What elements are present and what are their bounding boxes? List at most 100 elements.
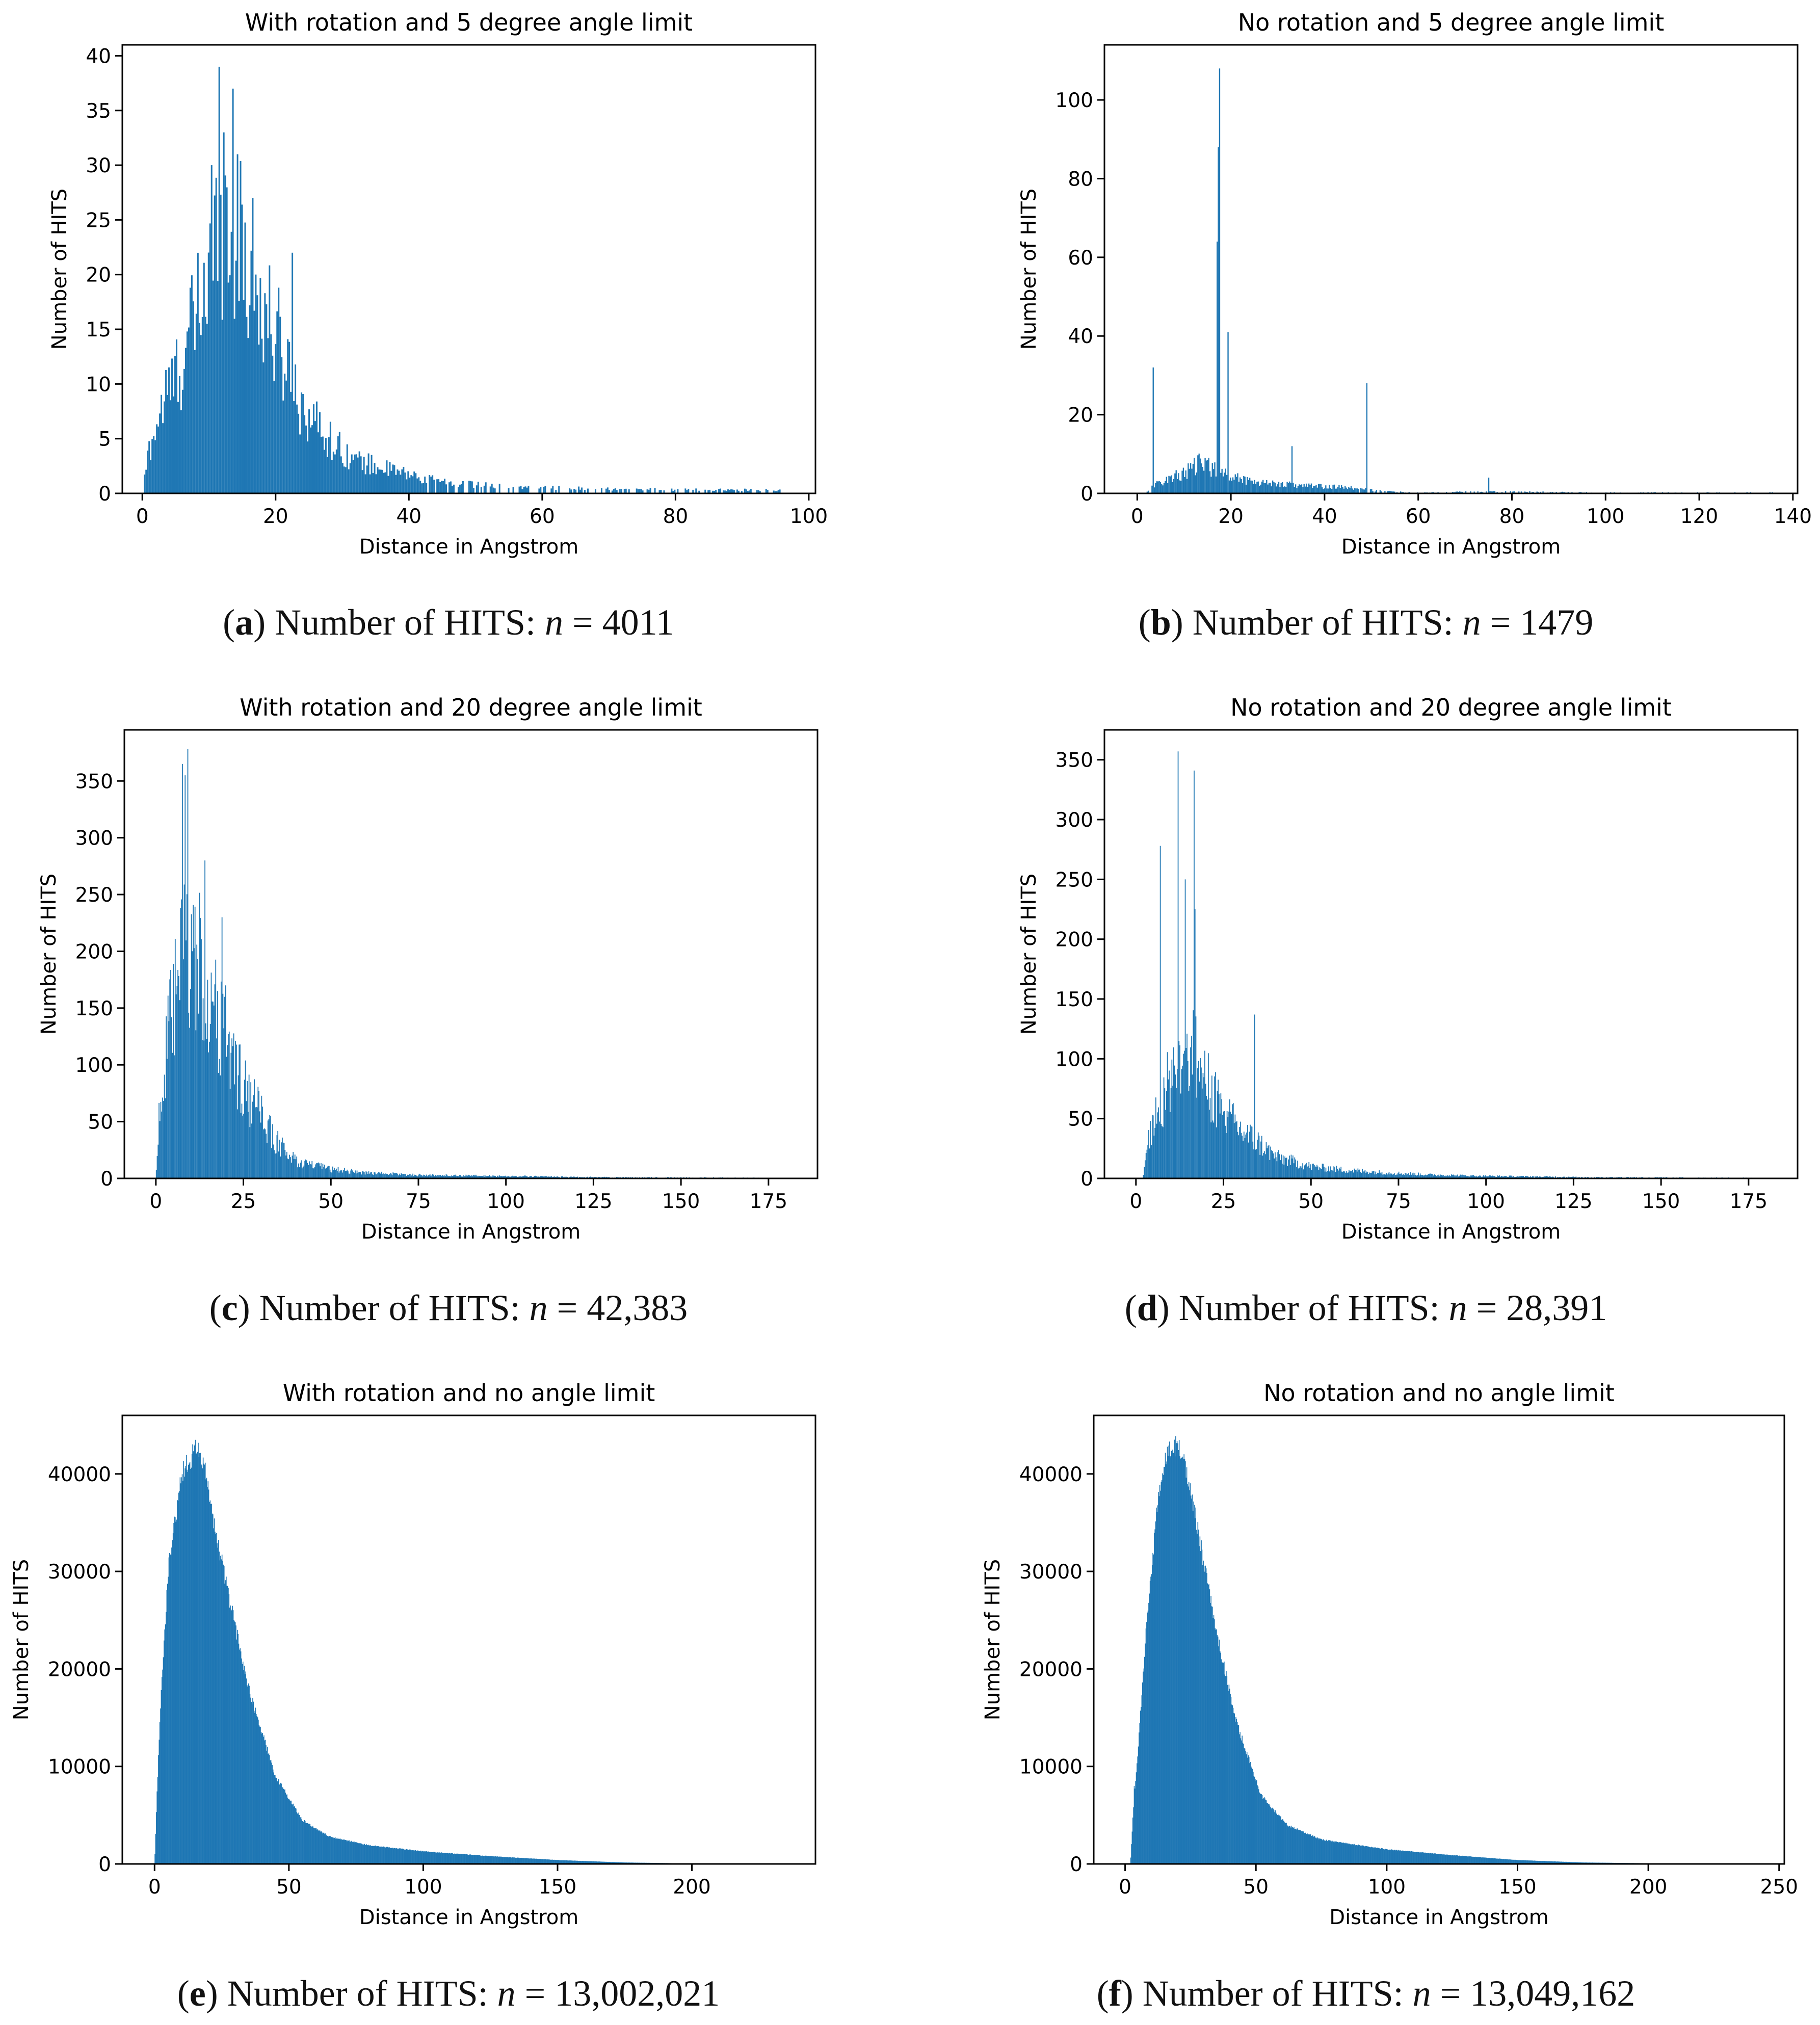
histogram-bar xyxy=(1155,1097,1156,1178)
histogram-bar xyxy=(1507,1176,1508,1178)
histogram-bar xyxy=(1325,1167,1327,1178)
histogram-bar xyxy=(1497,1858,1498,1864)
histogram-bar xyxy=(1420,1852,1422,1864)
histogram-bar xyxy=(1272,1151,1273,1178)
histogram-bar xyxy=(483,1856,484,1864)
histogram-bar xyxy=(178,1492,179,1864)
histogram-bar xyxy=(352,1170,353,1178)
histogram-bar xyxy=(1394,491,1395,493)
histogram-bar xyxy=(376,1846,377,1864)
histogram-bar xyxy=(505,1175,506,1178)
histogram-bar xyxy=(590,1861,592,1864)
histogram-bar xyxy=(498,484,500,493)
histogram-bar xyxy=(352,1842,353,1864)
histogram-bar xyxy=(568,1860,569,1864)
histogram-bar xyxy=(1168,1079,1169,1178)
histogram-bar xyxy=(1418,1852,1419,1864)
histogram-bar xyxy=(598,1861,600,1864)
histogram-bar xyxy=(502,1176,504,1178)
histogram-bar xyxy=(478,1175,479,1178)
histogram-bar xyxy=(1188,1482,1190,1864)
histogram-bar xyxy=(249,1686,250,1864)
histogram-bar xyxy=(541,1176,542,1178)
histogram-bar xyxy=(1291,1827,1293,1864)
histogram-bar xyxy=(538,488,540,493)
histogram-bar xyxy=(471,481,473,493)
histogram-bar xyxy=(1481,1857,1482,1864)
histogram-bar xyxy=(274,1775,275,1864)
histogram-bar xyxy=(438,479,440,493)
histogram-bar xyxy=(431,1175,433,1178)
histogram-bar xyxy=(1163,1077,1165,1178)
histogram-bar xyxy=(154,1854,155,1864)
histogram-bar xyxy=(1267,1803,1269,1864)
bars xyxy=(1130,1436,1753,1864)
histogram-bar xyxy=(175,1521,176,1864)
histogram-bar xyxy=(1431,1853,1432,1864)
histogram-bar xyxy=(562,1860,563,1864)
histogram-bar xyxy=(160,1708,161,1864)
histogram-bar xyxy=(292,1804,293,1864)
histogram-bar xyxy=(1224,1111,1225,1178)
histogram-bar xyxy=(302,1167,304,1178)
histogram-bar xyxy=(287,339,289,493)
histogram-bar xyxy=(555,490,557,493)
histogram-bar xyxy=(493,1175,494,1178)
histogram-bar xyxy=(604,1176,605,1178)
histogram-bar xyxy=(292,252,294,493)
histogram-bar xyxy=(441,1852,442,1864)
histogram-bar xyxy=(220,1075,221,1178)
histogram-bar xyxy=(1312,1835,1313,1864)
histogram-bar xyxy=(1510,1175,1512,1178)
histogram-bar xyxy=(541,1859,542,1864)
histogram-bar xyxy=(1141,1706,1142,1864)
histogram-bar xyxy=(223,1564,224,1864)
histogram-bar xyxy=(1238,1135,1239,1178)
histogram-bar xyxy=(160,1101,162,1178)
histogram-bar xyxy=(1403,1850,1404,1864)
histogram-bar xyxy=(1564,1176,1565,1178)
histogram-bar xyxy=(174,1516,175,1864)
histogram-bar xyxy=(1457,491,1458,493)
histogram-bar xyxy=(351,1840,352,1864)
histogram-bar xyxy=(1375,1171,1377,1178)
histogram-bar xyxy=(338,1172,340,1178)
histogram-bar xyxy=(602,1861,603,1864)
histogram-bar xyxy=(208,1052,209,1178)
histogram-bar xyxy=(414,1174,415,1178)
histogram-bar xyxy=(1510,1859,1511,1864)
histogram-bar xyxy=(1514,1859,1515,1864)
histogram-bar xyxy=(1362,1171,1364,1178)
histogram-bar xyxy=(1542,1176,1543,1178)
histogram-bar xyxy=(545,1176,547,1178)
histogram-bar xyxy=(1356,1169,1357,1178)
histogram-bar xyxy=(1381,1172,1383,1178)
y-tick-label: 0 xyxy=(1080,1168,1093,1191)
histogram-bar xyxy=(205,1023,206,1178)
histogram-bar xyxy=(1337,1842,1338,1864)
histogram-bar xyxy=(587,1176,588,1178)
histogram-bar xyxy=(288,1159,289,1178)
histogram-bar xyxy=(203,262,205,493)
histogram-bar xyxy=(1300,484,1301,493)
histogram-bar xyxy=(1280,1160,1281,1178)
histogram-bar xyxy=(451,1853,453,1864)
x-tick-label: 140 xyxy=(1774,505,1812,528)
histogram-bar xyxy=(1226,1111,1228,1178)
histogram-bar xyxy=(1528,1860,1530,1864)
histogram-bar xyxy=(384,1847,385,1864)
histogram-bar xyxy=(314,1167,315,1178)
histogram-bar xyxy=(1375,491,1376,493)
histogram-bar xyxy=(1490,1175,1491,1178)
histogram-bar xyxy=(296,1812,298,1864)
histogram-bar xyxy=(594,489,596,493)
histogram-bar xyxy=(1392,1174,1393,1178)
histogram-bar xyxy=(236,1629,238,1864)
histogram-bar xyxy=(235,1040,236,1178)
histogram-bar xyxy=(1146,1149,1148,1178)
histogram-bar xyxy=(179,1491,180,1864)
histogram-bar xyxy=(405,1850,406,1864)
histogram-bar xyxy=(1331,1170,1333,1178)
histogram-bar xyxy=(648,489,650,493)
